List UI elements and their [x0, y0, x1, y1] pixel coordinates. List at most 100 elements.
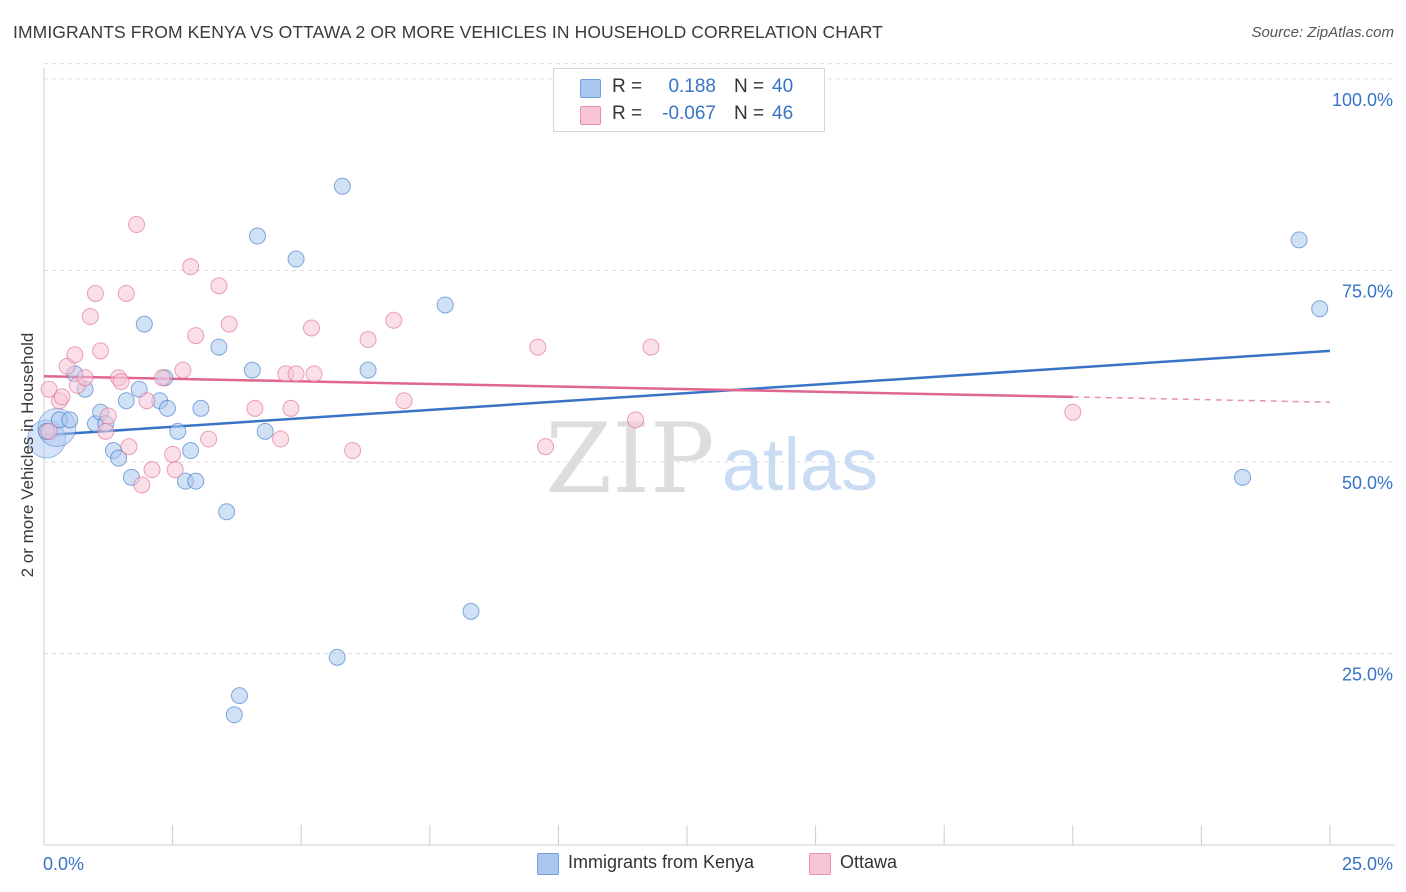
- data-point-ottawa: [344, 442, 362, 460]
- data-point-ottawa: [174, 361, 192, 379]
- data-point-ottawa: [81, 307, 99, 325]
- data-point-ottawa: [117, 284, 135, 302]
- x-tick-label: 25.0%: [1342, 854, 1393, 874]
- data-point-ottawa: [642, 338, 660, 356]
- data-point-kenya: [256, 422, 274, 440]
- data-point-ottawa: [305, 365, 323, 383]
- legend-swatch-kenya: [537, 853, 559, 875]
- stats-r-value: 0.188: [668, 76, 716, 97]
- data-point-ottawa: [220, 315, 238, 333]
- data-point-kenya: [218, 503, 236, 521]
- data-point-kenya: [192, 399, 210, 417]
- data-point-ottawa: [282, 399, 300, 417]
- data-point-kenya: [169, 422, 187, 440]
- data-point-kenya: [243, 361, 261, 379]
- data-point-kenya: [359, 361, 377, 379]
- source-label: Source: ZipAtlas.com: [1251, 24, 1394, 41]
- data-point-kenya: [182, 442, 200, 460]
- y-tick-label: 50.0%: [1342, 473, 1393, 493]
- stats-n-label: N =: [734, 103, 765, 124]
- data-point-ottawa: [529, 338, 547, 356]
- data-point-kenya: [287, 250, 305, 268]
- data-point-kenya: [1290, 231, 1308, 249]
- data-point-ottawa: [287, 365, 305, 383]
- data-point-kenya: [210, 338, 228, 356]
- data-point-kenya: [225, 706, 243, 724]
- data-point-ottawa: [210, 277, 228, 295]
- data-point-kenya: [110, 449, 128, 467]
- trend-lines: [43, 349, 1331, 437]
- data-point-ottawa: [133, 476, 151, 494]
- data-point-kenya: [248, 227, 266, 245]
- data-point-ottawa: [143, 461, 161, 479]
- legend-label-ottawa: Ottawa: [840, 852, 898, 872]
- data-point-ottawa: [537, 438, 555, 456]
- watermark-atlas: atlas: [722, 423, 878, 506]
- stats-r-label: R =: [612, 103, 643, 124]
- trend-line-ottawa: [43, 374, 1073, 399]
- data-point-kenya: [187, 472, 205, 490]
- data-point-ottawa: [395, 392, 413, 410]
- data-point-kenya: [135, 315, 153, 333]
- data-points: [27, 177, 1329, 724]
- tick-labels: 25.0% 50.0% 75.0% 100.0% 0.0% 25.0%: [43, 90, 1393, 874]
- data-point-ottawa: [120, 438, 138, 456]
- data-point-ottawa: [187, 327, 205, 345]
- data-point-ottawa: [66, 346, 84, 364]
- data-point-ottawa: [164, 445, 182, 463]
- data-point-ottawa: [128, 216, 146, 234]
- trend-line-dashed-ottawa: [1072, 396, 1331, 404]
- stats-r-value: -0.067: [662, 103, 716, 124]
- stats-box: R = 0.188 N = 40 R = -0.067 N = 46: [553, 68, 825, 132]
- data-point-ottawa: [153, 369, 171, 387]
- y-tick-label: 75.0%: [1342, 282, 1393, 302]
- data-point-ottawa: [627, 411, 645, 429]
- data-point-ottawa: [200, 430, 218, 448]
- data-point-ottawa: [53, 388, 71, 406]
- trend-line-kenya: [43, 349, 1331, 437]
- data-point-kenya: [230, 687, 248, 705]
- data-point-kenya: [158, 399, 176, 417]
- data-point-ottawa: [359, 330, 377, 348]
- data-point-ottawa: [86, 284, 104, 302]
- data-point-kenya: [117, 392, 135, 410]
- data-point-ottawa: [76, 369, 94, 387]
- stats-row-ottawa: R = -0.067 N = 46: [554, 102, 824, 128]
- data-point-ottawa: [99, 407, 117, 425]
- data-point-kenya: [61, 411, 79, 429]
- data-point-kenya: [436, 296, 454, 314]
- data-point-kenya: [328, 648, 346, 666]
- chart-title: IMMIGRANTS FROM KENYA VS OTTAWA 2 OR MOR…: [13, 22, 883, 42]
- legend-swatch-ottawa: [809, 853, 831, 875]
- stats-r-label: R =: [612, 76, 643, 97]
- data-point-ottawa: [302, 319, 320, 337]
- data-point-kenya: [333, 177, 351, 195]
- grid-lines: [44, 63, 1395, 654]
- data-point-ottawa: [182, 258, 200, 276]
- data-point-ottawa: [97, 422, 115, 440]
- data-point-ottawa: [112, 373, 130, 391]
- data-point-ottawa: [246, 399, 264, 417]
- stats-n-label: N =: [734, 76, 765, 97]
- y-axis-label: 2 or more Vehicles in Household: [18, 332, 37, 578]
- data-point-ottawa: [40, 380, 58, 398]
- axes: [43, 68, 1395, 846]
- stats-n-value: 40: [772, 76, 794, 97]
- watermark: ZIP atlas: [545, 403, 878, 515]
- legend-label-kenya: Immigrants from Kenya: [568, 852, 755, 872]
- stats-n-value: 46: [772, 103, 794, 124]
- data-point-ottawa: [40, 422, 58, 440]
- data-point-ottawa: [166, 461, 184, 479]
- data-point-ottawa: [272, 430, 290, 448]
- y-tick-label: 25.0%: [1342, 665, 1393, 685]
- stats-swatch-ottawa: [580, 106, 601, 125]
- data-point-ottawa: [1064, 403, 1082, 421]
- data-point-ottawa: [138, 392, 156, 410]
- x-tick-label: 0.0%: [43, 854, 84, 874]
- y-tick-label: 100.0%: [1332, 90, 1393, 110]
- stats-swatch-kenya: [580, 79, 601, 98]
- data-point-ottawa: [385, 311, 403, 329]
- data-point-kenya: [1234, 468, 1252, 486]
- data-point-ottawa: [92, 342, 110, 360]
